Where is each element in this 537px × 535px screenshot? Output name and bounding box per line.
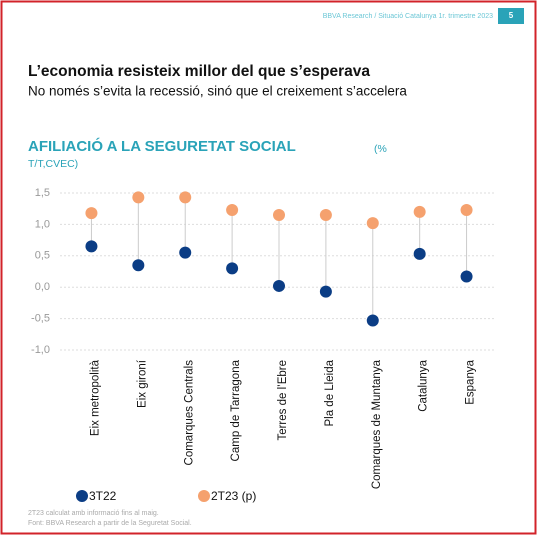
x-tick-label: Pla de Lleida (324, 359, 336, 426)
chart-unit-part: T/T,CVEC) (28, 158, 78, 170)
dot (132, 259, 145, 272)
footnote: Font: BBVA Research a partir de la Segur… (28, 520, 192, 527)
dot (179, 246, 192, 259)
dot (413, 205, 426, 218)
page-number: 5 (509, 11, 514, 20)
dot (85, 240, 98, 253)
dot (460, 203, 473, 216)
page-box (498, 8, 524, 24)
dot (366, 314, 379, 327)
x-tick-label: Comarques Centrals (183, 360, 195, 466)
dot (366, 217, 379, 230)
y-tick-label: 1,0 (35, 218, 50, 230)
dot (179, 191, 192, 204)
x-tick-label: Eix metropolità (89, 359, 101, 436)
dot (273, 208, 285, 221)
y-tick-label: -1,0 (31, 344, 50, 356)
x-tick-label: Catalunya (418, 359, 430, 411)
legend-label: 3T22 (89, 489, 117, 503)
footnote: 2T23 calculat amb informació fins al mai… (28, 510, 159, 517)
dot (132, 191, 145, 204)
legend-marker (76, 490, 88, 502)
dot (319, 208, 332, 221)
x-tick-label: Camp de Tarragona (230, 359, 242, 461)
x-tick-label: Comarques de Muntanya (371, 359, 383, 489)
slide-title: L’economia resisteix millor del que s’es… (28, 63, 370, 80)
header-source: BBVA Research / Situació Catalunya 1r. t… (323, 13, 493, 20)
dot (85, 207, 98, 220)
chart-title: AFILIACIÓ A LA SEGURETAT SOCIAL (28, 137, 296, 155)
chart-unit: (% T/T,CVEC) (28, 143, 387, 170)
dot (226, 262, 239, 275)
x-tick-label: Eix gironí (136, 359, 148, 408)
y-tick-label: 0,0 (35, 281, 50, 293)
y-tick-label: 1,5 (35, 187, 50, 199)
dot (273, 279, 285, 292)
legend-marker (198, 490, 210, 502)
x-tick-label: Terres de l’Ebre (277, 360, 289, 441)
dot (460, 270, 473, 283)
chart-unit-part: (% (374, 143, 387, 155)
x-tick-label: Espanya (465, 359, 477, 404)
dot (226, 203, 239, 216)
legend-label: 2T23 (p) (211, 489, 256, 503)
y-tick-label: 0,5 (35, 250, 50, 262)
dot (319, 285, 332, 298)
slide-subtitle: No només s’evita la recessió, sinó que e… (28, 84, 407, 99)
chart-title-text: AFILIACIÓ A LA SEGURETAT SOCIAL (28, 137, 296, 155)
y-tick-label: -0,5 (31, 313, 50, 325)
dot (413, 247, 426, 260)
